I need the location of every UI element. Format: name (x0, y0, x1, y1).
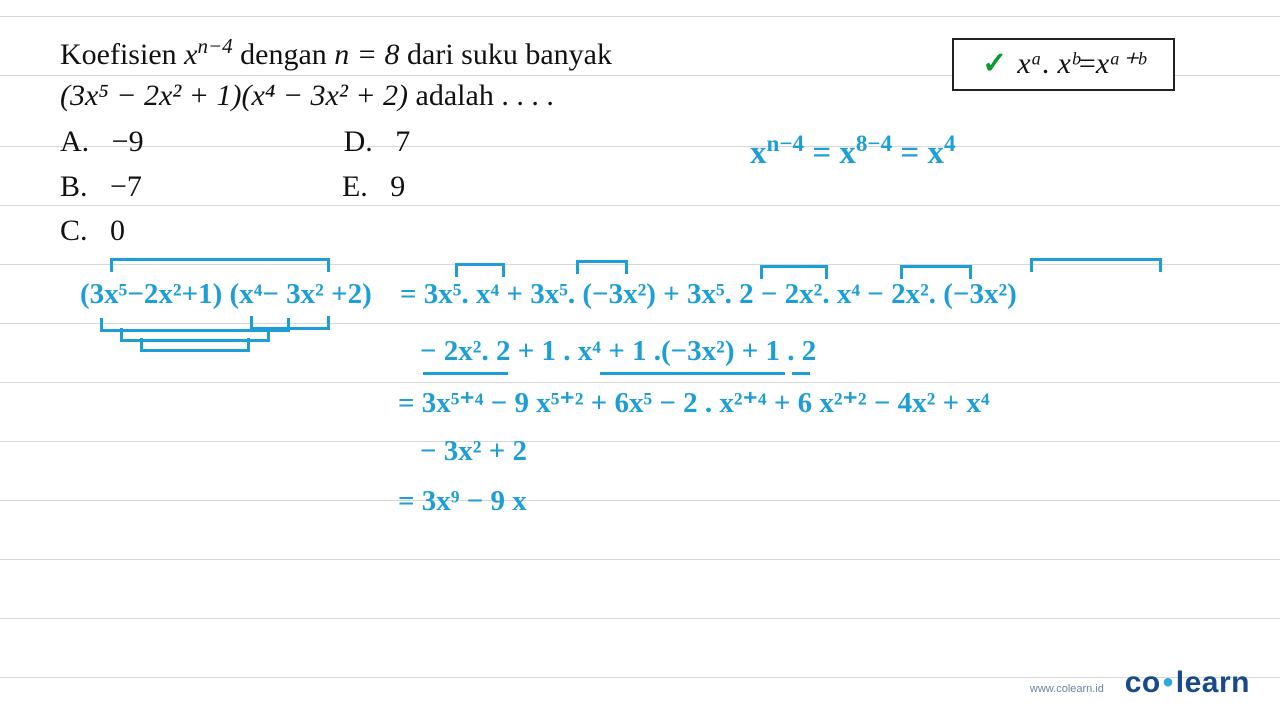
option-b-val: −7 (110, 170, 142, 203)
hand-underline (423, 372, 508, 375)
hand-expansion-2: − 2x². 2 + 1 . x⁴ + 1 .(−3x²) + 1 . 2 (420, 335, 816, 368)
footer-logo: www.colearn.id co•learn (1030, 666, 1250, 700)
subst-p5: 4 (944, 130, 956, 156)
hand-expansion-5: = 3x⁹ − 9 x (398, 485, 527, 518)
hand-bracket-bot (140, 338, 250, 352)
hand-underline (792, 372, 810, 375)
footer-learn: learn (1176, 666, 1250, 699)
hand-expansion-4: − 3x² + 2 (420, 435, 527, 468)
formula-rhs: xᵃ⁺ᵇ (1096, 46, 1145, 81)
subst-p1: n−4 (767, 130, 805, 156)
formula-lhs: xᵃ. xᵇ (1017, 47, 1079, 81)
q1-post: dari suku banyak (400, 38, 612, 71)
hand-expansion-rhs: = 3x⁵. x⁴ + 3x⁵. (−3x²) + 3x⁵. 2 − 2x². … (400, 278, 1017, 311)
option-c-val: 0 (110, 214, 125, 247)
subst-p4: = x (892, 135, 944, 171)
subst-p3: 8−4 (856, 130, 892, 156)
option-d: D. 7 (344, 122, 411, 163)
hand-expansion-lhs: (3x⁵−2x²+1) (x⁴− 3x² +2) (80, 278, 372, 311)
footer-url: www.colearn.id (1030, 683, 1104, 695)
option-e-val: 9 (390, 170, 405, 203)
hand-expansion-3: = 3x⁵⁺⁴ − 9 x⁵⁺² + 6x⁵ − 2 . x²⁺⁴ + 6 x²… (398, 385, 990, 420)
subst-p2: = x (804, 135, 856, 171)
option-d-val: 7 (395, 125, 410, 158)
check-icon: ✓ (982, 46, 1007, 81)
question-block: Koefisien xn−4 dengan n = 8 dari suku ba… (60, 32, 612, 256)
question-line-1: Koefisien xn−4 dengan n = 8 dari suku ba… (60, 32, 612, 76)
q2-expr: (3x⁵ − 2x² + 1)(x⁴ − 3x² + 2) (60, 79, 408, 112)
hand-bracket-top (455, 263, 505, 277)
hand-bracket-top (110, 258, 330, 272)
hand-bracket-top (900, 265, 972, 279)
hand-bracket-bot (250, 316, 330, 330)
formula-box: ✓ xᵃ. xᵇ = xᵃ⁺ᵇ (952, 38, 1175, 91)
q1-mid: dengan (233, 38, 335, 71)
subst-p0: x (750, 135, 767, 171)
opt-row-1: A. −9 D. 7 (60, 122, 612, 167)
options: A. −9 D. 7 B. −7 E. 9 C. 0 (60, 122, 612, 252)
page: Koefisien xn−4 dengan n = 8 dari suku ba… (0, 0, 1280, 720)
hand-bracket-top (1030, 258, 1162, 272)
option-a: A. −9 (60, 122, 144, 163)
hand-bracket-top (760, 265, 828, 279)
q1-pre: Koefisien (60, 38, 184, 71)
footer-co: co (1125, 666, 1161, 699)
question-line-2: (3x⁵ − 2x² + 1)(x⁴ − 3x² + 2) adalah . .… (60, 76, 612, 117)
hand-underline (600, 372, 785, 375)
footer-dot: • (1163, 666, 1174, 699)
option-e: E. 9 (342, 167, 405, 208)
opt-row-2: B. −7 E. 9 (60, 167, 612, 212)
formula-eq: = (1079, 47, 1096, 81)
q1-eq: n = 8 (334, 38, 399, 71)
hand-subst: xn−4 = x8−4 = x4 (750, 130, 956, 172)
q1-sup: n−4 (197, 34, 232, 58)
q1-x: x (184, 38, 197, 71)
option-c: C. 0 (60, 211, 612, 252)
hand-bracket-top (576, 260, 628, 274)
option-b: B. −7 (60, 167, 142, 208)
option-a-val: −9 (112, 125, 144, 158)
q2-post: adalah . . . . (408, 79, 554, 112)
